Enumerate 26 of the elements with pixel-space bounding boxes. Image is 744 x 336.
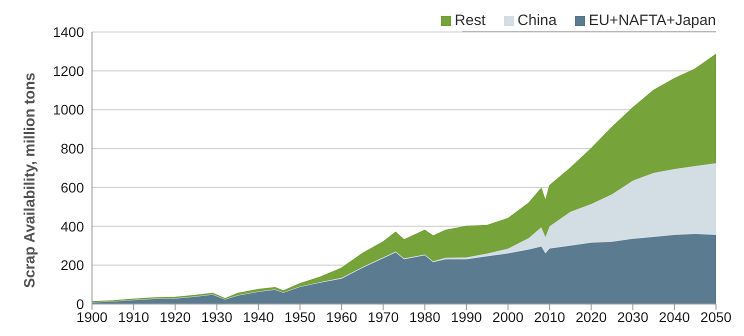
x-tick-label: 1980 [409, 308, 441, 325]
x-tick-label: 1970 [368, 308, 399, 325]
x-tick-label: 1930 [201, 308, 233, 325]
y-tick-label: 200 [60, 257, 84, 274]
y-tick-label: 800 [60, 140, 84, 157]
x-tick-label: 2040 [658, 308, 690, 325]
y-tick-label: 1400 [52, 24, 84, 40]
y-axis-title: Scrap Availability, million tons [21, 72, 38, 288]
legend-label: EU+NAFTA+Japan [588, 12, 716, 29]
x-tick-label: 1950 [284, 308, 316, 325]
y-tick-label: 400 [60, 218, 84, 234]
legend-label: Rest [454, 12, 486, 29]
x-tick-label: 2020 [576, 308, 607, 325]
y-tick-label: 1000 [52, 102, 84, 118]
x-tick-label: 1940 [242, 308, 274, 325]
x-tick-label: 2010 [534, 308, 566, 325]
y-tick-label: 1200 [52, 62, 84, 79]
x-tick-label: 1910 [118, 308, 150, 325]
x-tick-label: 1990 [450, 308, 482, 325]
x-tick-label: 1960 [326, 308, 358, 325]
x-tick-label: 2000 [492, 308, 524, 325]
y-tick-label: 600 [60, 179, 84, 196]
x-tick-label: 2030 [617, 308, 649, 325]
x-tick-label: 1920 [160, 308, 191, 325]
legend-label: China [516, 12, 557, 29]
x-tick-label: 2050 [700, 308, 732, 325]
